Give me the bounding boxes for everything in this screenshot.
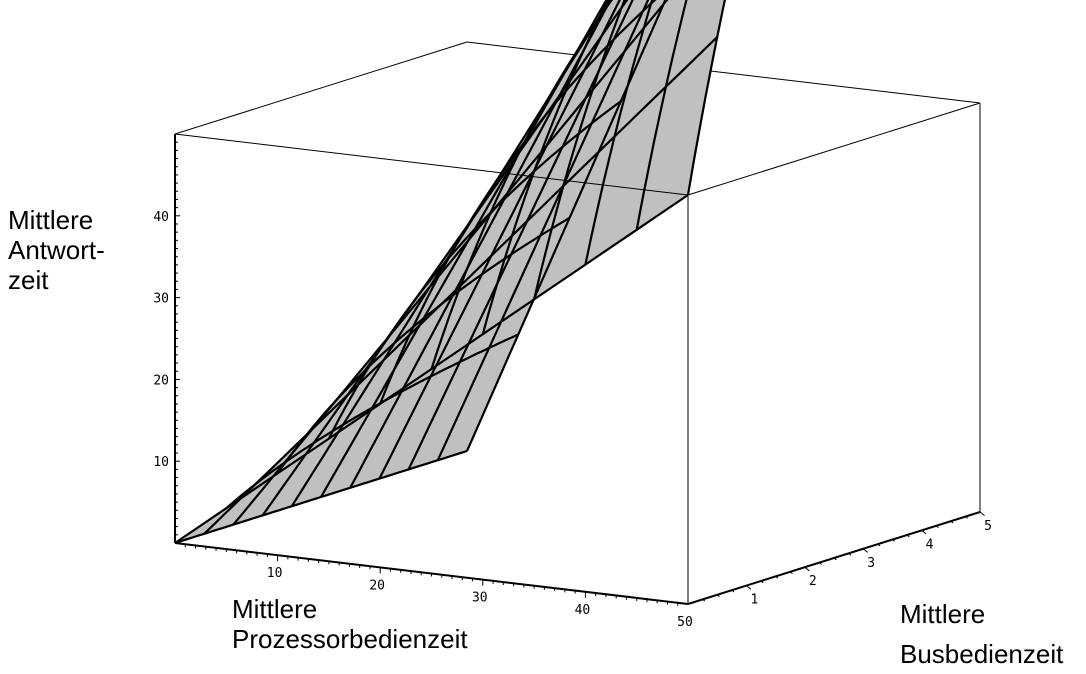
mesh-line-y [203,36,718,535]
y-tick [935,525,939,528]
x-axis-title: Mittlere Prozessorbedienzeit [232,594,468,654]
mesh-line-y [320,0,608,498]
bounding-box-front [174,102,981,604]
axis-ticks [175,141,985,606]
y-tick [746,585,752,590]
mesh-line-y [407,0,634,470]
y-tick [804,566,810,572]
mesh-line-y [378,0,621,480]
surface-mesh [174,0,726,545]
y-tick-label: 5 [984,519,992,534]
x-tick-label: 50 [677,615,693,630]
x-tick-label: 20 [369,578,385,593]
mesh-line-x [635,0,688,231]
tick-labels: 10 20 30 40 10 20 30 40 50 1 2 3 4 5 [153,210,992,630]
z-tick-label: 40 [153,210,169,225]
y-tick-label: 2 [809,574,817,589]
y-tick [892,539,895,542]
y-tick [833,557,837,561]
y-tick [862,548,869,553]
y-tick [760,580,764,584]
box-edge-top-right [466,41,981,104]
y-tick [906,534,910,538]
box-edge-top-back [174,41,468,135]
y-tick [731,589,735,593]
y-tick-label: 4 [926,537,934,552]
z-axis-title: Mittlere Antwort- zeit [8,205,105,295]
z-tick-label: 30 [153,292,169,307]
mesh-line-y [436,0,650,461]
y-tick [877,543,881,547]
y-tick [965,516,968,519]
mesh-line-y [232,0,669,526]
y-tick [716,594,720,597]
plot-area: 10 20 30 40 10 20 30 40 50 1 2 3 4 5 Mittlere Antwort… [8,0,1063,669]
z-tick-label: 20 [153,373,169,388]
y-tick [775,576,779,579]
y-axis-title: Mittlere Busbedienzeit [900,599,1064,669]
box-edge-top-front [174,133,689,196]
surface-plot: 10 20 30 40 10 20 30 40 50 1 2 3 4 5 [153,0,992,630]
y-tick [789,571,793,574]
mesh-line-x [533,0,626,300]
mesh-line-x [584,0,654,265]
mesh-line-x [481,0,610,335]
y-tick [848,553,852,556]
box-edge-top-side [687,102,981,196]
y-tick [950,520,954,524]
mesh-line-y [349,0,612,489]
mesh-line-y [465,0,667,452]
z-tick-label: 10 [153,455,169,470]
mesh-line-y [290,0,612,507]
y-tick [979,511,985,516]
x-tick-label: 30 [472,591,488,606]
x-tick-label: 10 [267,566,283,581]
y-tick [921,530,927,535]
y-tick-label: 3 [867,556,875,571]
y-tick [702,599,706,602]
x-tick-label: 40 [575,603,591,618]
mesh-line-y [174,194,689,544]
y-tick-label: 1 [750,593,758,608]
y-tick [819,562,822,565]
